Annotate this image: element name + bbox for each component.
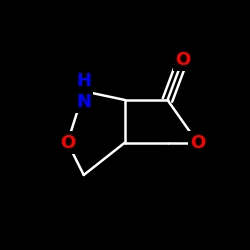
Text: H
N: H N [76,72,91,111]
Text: O: O [190,134,205,152]
Text: O: O [60,134,75,152]
Text: O: O [175,51,190,69]
